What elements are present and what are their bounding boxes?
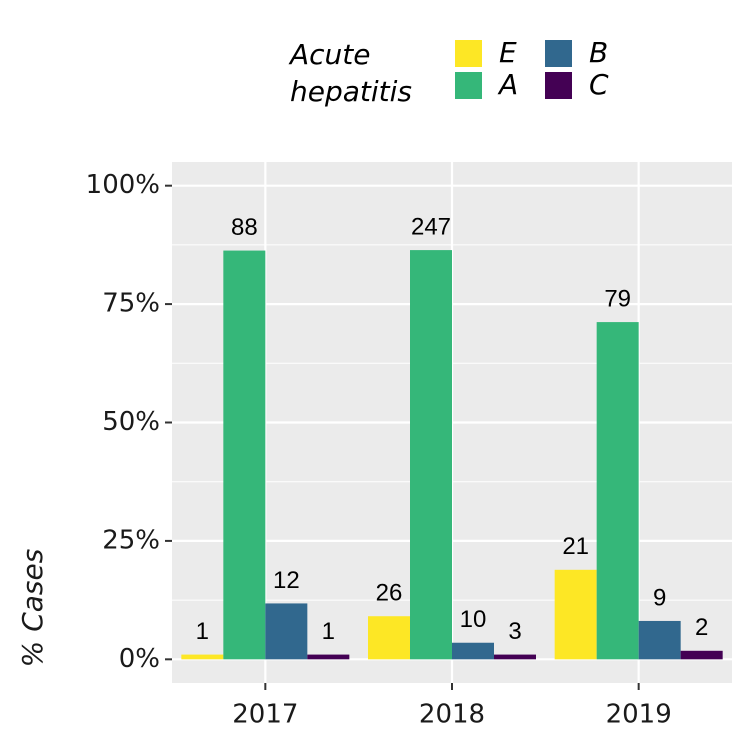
bar	[494, 654, 536, 660]
legend-label: C	[589, 68, 609, 101]
data-label: 21	[562, 533, 589, 560]
data-label: 12	[273, 567, 300, 594]
bar	[596, 322, 639, 660]
bar	[265, 603, 308, 660]
data-label: 1	[196, 618, 209, 645]
bar	[368, 616, 410, 660]
legend-title: Acute hepatitis	[290, 38, 413, 108]
x-tick-label: 2018	[419, 700, 485, 730]
data-label: 79	[604, 285, 631, 312]
bar	[452, 642, 494, 660]
legend-label: E	[499, 36, 517, 69]
x-tick-label: 2017	[232, 700, 298, 730]
legend-key	[545, 72, 572, 99]
bar	[181, 654, 224, 660]
y-tick-label: 50%	[102, 407, 160, 437]
y-tick-label: 100%	[86, 170, 160, 200]
y-tick-label: 75%	[102, 289, 160, 319]
legend-key	[545, 40, 572, 67]
y-tick-label: 25%	[102, 525, 160, 555]
bar	[554, 569, 597, 660]
bar	[223, 250, 266, 660]
data-label: 26	[376, 580, 403, 607]
bar	[410, 250, 452, 660]
data-label: 1	[322, 618, 335, 645]
y-tick-label: 0%	[119, 644, 160, 674]
data-label: 3	[508, 618, 521, 645]
legend-key	[455, 72, 482, 99]
y-axis-label: % Cases	[16, 549, 49, 668]
bar	[680, 650, 723, 660]
bar	[307, 654, 350, 660]
data-label: 88	[231, 214, 258, 241]
legend-key	[455, 40, 482, 67]
legend-label: A	[497, 68, 518, 101]
legend-label: B	[589, 36, 608, 69]
data-label: 9	[653, 584, 666, 611]
data-label: 10	[460, 606, 487, 633]
data-label: 2	[695, 614, 708, 641]
bar	[638, 620, 681, 660]
data-label: 247	[411, 213, 451, 240]
x-tick-label: 2019	[606, 700, 672, 730]
